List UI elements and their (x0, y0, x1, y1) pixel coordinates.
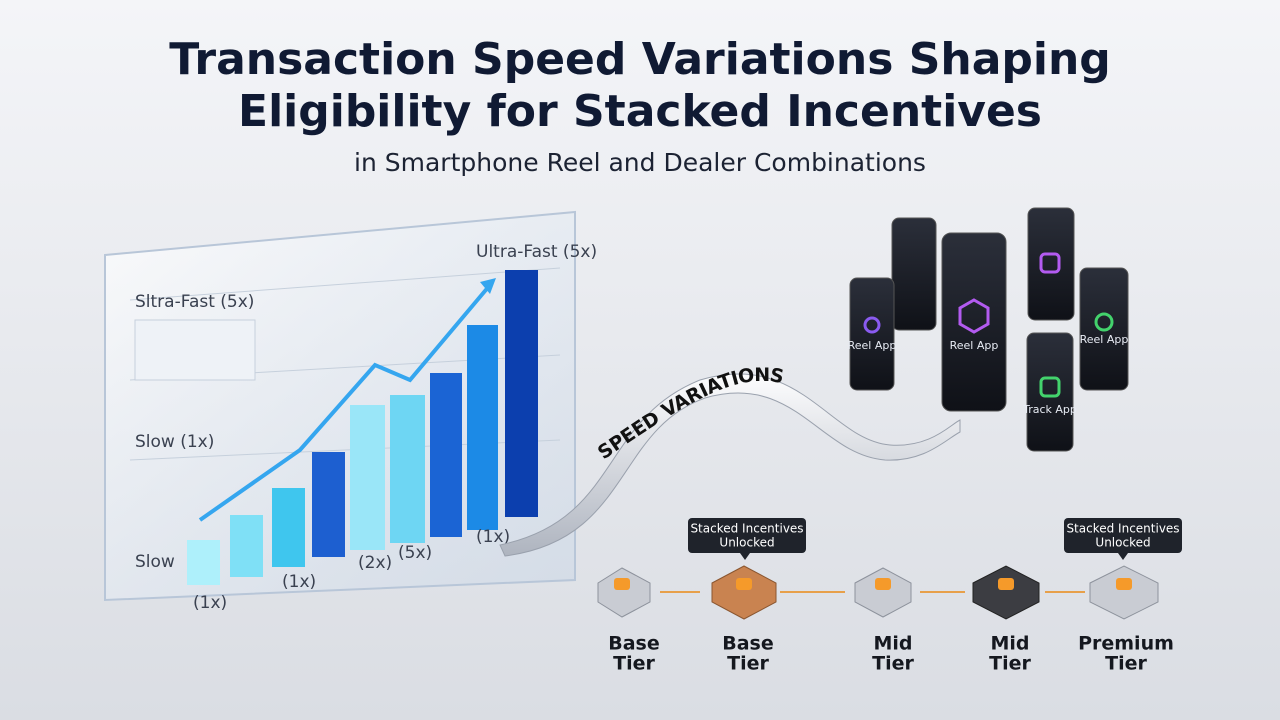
trend-arrow (198, 283, 492, 522)
ribbon (499, 373, 961, 557)
phone-label: Reel App (950, 339, 999, 352)
bar-label: (1x) (282, 572, 316, 592)
tier-label: Mid (873, 633, 912, 655)
callout-pointer (1118, 553, 1128, 560)
callout-pointer (740, 553, 750, 560)
bar-label: (1x) (476, 527, 510, 547)
title-line: Transaction Speed Variations Shaping (169, 34, 1111, 85)
panel-label: Sltra-Fast (5x) (135, 292, 254, 312)
callout-box (1064, 518, 1182, 553)
tier-label: Tier (1105, 653, 1147, 675)
bar-label: (1x) (193, 593, 227, 613)
tier-label: Premium (1078, 633, 1174, 655)
panel-label: Slow (135, 552, 175, 572)
tier-label: Tier (872, 653, 914, 675)
panel-grid (129, 267, 561, 461)
arrow-head (480, 278, 496, 294)
phones (849, 207, 1129, 452)
phone-label: Track App (1022, 403, 1077, 416)
tier-platforms (597, 565, 1159, 620)
tier-label: Base (608, 633, 660, 655)
tier-label: Tier (613, 653, 655, 675)
callout-text: Stacked Incentives (1066, 522, 1179, 536)
phone-label: Reel App (848, 339, 897, 352)
callout-text: Unlocked (1095, 536, 1150, 550)
callout-text: Stacked Incentives (690, 522, 803, 536)
bars (187, 270, 538, 585)
tier-label: Tier (727, 653, 769, 675)
title-line: Eligibility for Stacked Incentives (238, 86, 1042, 137)
bar-label: (5x) (398, 543, 432, 563)
tier-label: Tier (989, 653, 1031, 675)
subtitle: in Smartphone Reel and Dealer Combinatio… (354, 148, 926, 177)
phone-label: Reel App (1080, 333, 1129, 346)
panel-label: Slow (1x) (135, 432, 214, 452)
callout-box (688, 518, 806, 553)
tier-label: Base (722, 633, 774, 655)
tier-label: Mid (990, 633, 1029, 655)
top-label: Ultra-Fast (5x) (476, 242, 597, 262)
callout-text: Unlocked (719, 536, 774, 550)
bar-label: (2x) (358, 553, 392, 573)
